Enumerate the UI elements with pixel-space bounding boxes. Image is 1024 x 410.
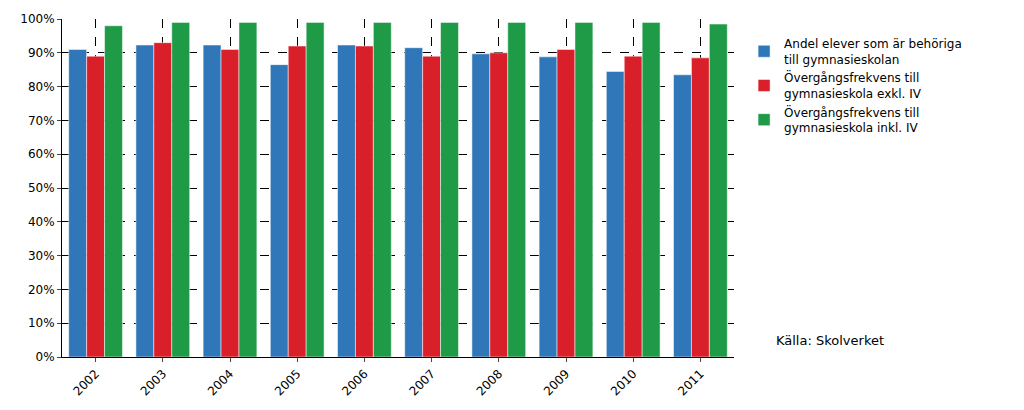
svg-text:20%: 20%	[28, 283, 55, 297]
svg-text:40%: 40%	[28, 215, 55, 229]
svg-text:2002: 2002	[70, 367, 101, 398]
svg-text:Övergångsfrekvens tillgymnasie: Övergångsfrekvens tillgymnasieskola exkl…	[784, 69, 922, 101]
svg-text:100%: 100%	[20, 12, 54, 26]
svg-text:Andel elever som är behörigati: Andel elever som är behörigatill gymnasi…	[784, 37, 962, 67]
svg-text:50%: 50%	[28, 181, 55, 195]
svg-text:60%: 60%	[28, 147, 55, 161]
svg-text:2008: 2008	[474, 367, 505, 398]
svg-text:30%: 30%	[28, 249, 55, 263]
svg-text:90%: 90%	[28, 46, 55, 60]
svg-text:10%: 10%	[28, 316, 55, 330]
svg-text:2010: 2010	[608, 367, 639, 398]
svg-text:2004: 2004	[205, 367, 236, 398]
svg-text:Källa: Skolverket: Källa: Skolverket	[776, 333, 884, 348]
svg-text:70%: 70%	[28, 114, 55, 128]
svg-text:2007: 2007	[406, 367, 437, 398]
svg-text:2003: 2003	[138, 367, 169, 398]
svg-text:2009: 2009	[541, 367, 572, 398]
svg-text:80%: 80%	[28, 80, 55, 94]
svg-text:2005: 2005	[272, 367, 303, 398]
svg-text:2006: 2006	[339, 367, 370, 398]
svg-text:Övergångsfrekvens tillgymnasie: Övergångsfrekvens tillgymnasieskola inkl…	[784, 104, 919, 136]
svg-text:2011: 2011	[675, 367, 706, 398]
svg-text:0%: 0%	[36, 350, 55, 364]
